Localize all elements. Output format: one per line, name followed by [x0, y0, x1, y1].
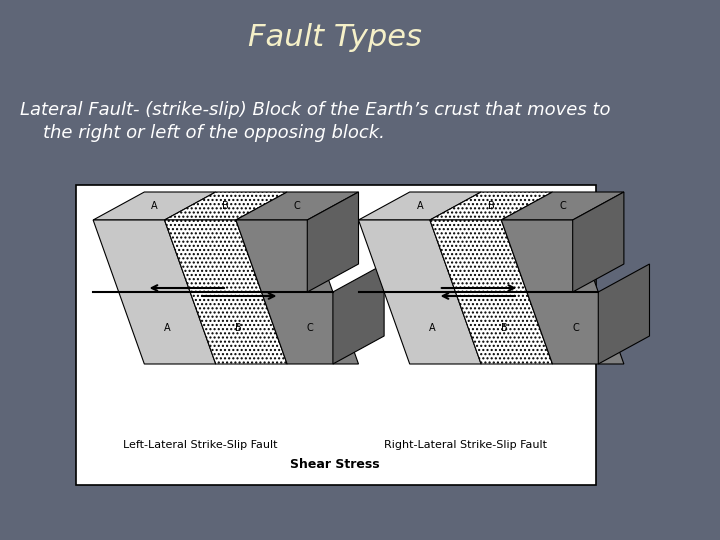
Polygon shape: [261, 292, 359, 364]
Polygon shape: [164, 192, 287, 220]
Polygon shape: [572, 192, 624, 292]
Text: the right or left of the opposing block.: the right or left of the opposing block.: [20, 124, 385, 142]
Polygon shape: [501, 220, 598, 292]
Polygon shape: [598, 264, 649, 364]
Polygon shape: [333, 264, 384, 364]
Text: Lateral Fault- (strike-slip) Block of the Earth’s crust that moves to: Lateral Fault- (strike-slip) Block of th…: [20, 101, 611, 119]
Text: C: C: [559, 201, 566, 211]
Polygon shape: [359, 220, 456, 292]
Polygon shape: [93, 220, 190, 292]
Text: C: C: [294, 201, 300, 211]
Text: A: A: [416, 201, 423, 211]
Polygon shape: [430, 220, 527, 292]
Bar: [76, 185, 596, 485]
Text: C: C: [307, 323, 313, 333]
Text: C: C: [572, 323, 579, 333]
Polygon shape: [190, 292, 287, 364]
Text: Fault Types: Fault Types: [248, 24, 422, 52]
Text: B: B: [222, 201, 229, 211]
Polygon shape: [359, 192, 481, 220]
Polygon shape: [236, 220, 333, 292]
Text: Shear Stress: Shear Stress: [290, 458, 380, 471]
Polygon shape: [384, 292, 481, 364]
Polygon shape: [307, 192, 359, 292]
Text: Right-Lateral Strike-Slip Fault: Right-Lateral Strike-Slip Fault: [384, 440, 547, 450]
Polygon shape: [501, 192, 624, 220]
Text: Left-Lateral Strike-Slip Fault: Left-Lateral Strike-Slip Fault: [123, 440, 277, 450]
Text: A: A: [151, 201, 158, 211]
Text: B: B: [488, 201, 495, 211]
Text: B: B: [500, 323, 508, 333]
Text: A: A: [429, 323, 436, 333]
Polygon shape: [93, 192, 216, 220]
Polygon shape: [430, 192, 552, 220]
Polygon shape: [164, 220, 261, 292]
Polygon shape: [236, 192, 359, 220]
Polygon shape: [527, 292, 624, 364]
Polygon shape: [456, 292, 552, 364]
Polygon shape: [119, 292, 216, 364]
Text: A: A: [164, 323, 171, 333]
Text: B: B: [235, 323, 242, 333]
